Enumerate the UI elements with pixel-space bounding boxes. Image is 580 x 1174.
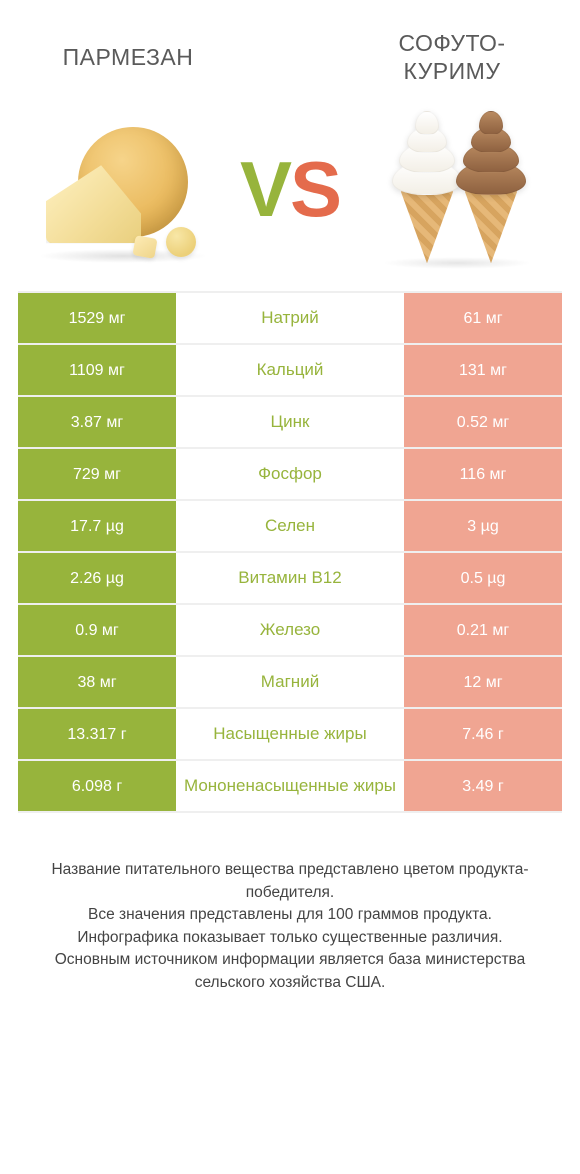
- left-value-cell: 729 мг: [18, 449, 176, 499]
- table-row: 6.098 гМононенасыщенные жиры3.49 г: [18, 761, 562, 813]
- table-row: 17.7 µgСелен3 µg: [18, 501, 562, 553]
- left-product-title: ПАРМЕЗАН: [28, 44, 228, 72]
- right-value-cell: 3.49 г: [404, 761, 562, 811]
- vs-label: VS: [240, 150, 340, 228]
- left-value-cell: 6.098 г: [18, 761, 176, 811]
- table-row: 0.9 мгЖелезо0.21 мг: [18, 605, 562, 657]
- infographic-page: ПАРМЕЗАН СОФУТО-КУРИМУ VS: [0, 0, 580, 1174]
- left-product-image: [28, 109, 218, 269]
- right-value-cell: 61 мг: [404, 293, 562, 343]
- vs-s: S: [290, 145, 340, 233]
- table-row: 1109 мгКальций131 мг: [18, 345, 562, 397]
- footer-line: Название питательного вещества представл…: [32, 859, 548, 904]
- nutrient-label: Натрий: [176, 293, 404, 343]
- table-row: 13.317 гНасыщенные жиры7.46 г: [18, 709, 562, 761]
- nutrient-label: Магний: [176, 657, 404, 707]
- footer-line: Все значения представлены для 100 граммо…: [32, 904, 548, 926]
- header-titles: ПАРМЕЗАН СОФУТО-КУРИМУ: [18, 20, 562, 99]
- footer-line: Инфографика показывает только существенн…: [32, 927, 548, 949]
- right-value-cell: 131 мг: [404, 345, 562, 395]
- table-row: 729 мгФосфор116 мг: [18, 449, 562, 501]
- nutrient-label: Кальций: [176, 345, 404, 395]
- right-value-cell: 7.46 г: [404, 709, 562, 759]
- left-value-cell: 1529 мг: [18, 293, 176, 343]
- nutrient-table: 1529 мгНатрий61 мг1109 мгКальций131 мг3.…: [18, 291, 562, 813]
- nutrient-label: Фосфор: [176, 449, 404, 499]
- footer-line: Основным источником информации является …: [32, 949, 548, 994]
- right-product-image: [362, 109, 552, 269]
- left-value-cell: 2.26 µg: [18, 553, 176, 603]
- table-row: 2.26 µgВитамин B120.5 µg: [18, 553, 562, 605]
- right-product-title: СОФУТО-КУРИМУ: [352, 30, 552, 85]
- right-value-cell: 12 мг: [404, 657, 562, 707]
- table-row: 38 мгМагний12 мг: [18, 657, 562, 709]
- left-value-cell: 1109 мг: [18, 345, 176, 395]
- cheese-icon: [38, 119, 208, 259]
- left-value-cell: 3.87 мг: [18, 397, 176, 447]
- table-row: 1529 мгНатрий61 мг: [18, 293, 562, 345]
- left-value-cell: 13.317 г: [18, 709, 176, 759]
- left-value-cell: 17.7 µg: [18, 501, 176, 551]
- table-row: 3.87 мгЦинк0.52 мг: [18, 397, 562, 449]
- icecream-icon: [372, 109, 542, 269]
- left-value-cell: 38 мг: [18, 657, 176, 707]
- right-value-cell: 0.21 мг: [404, 605, 562, 655]
- vs-v: V: [240, 145, 290, 233]
- left-value-cell: 0.9 мг: [18, 605, 176, 655]
- nutrient-label: Цинк: [176, 397, 404, 447]
- nutrient-label: Витамин B12: [176, 553, 404, 603]
- right-value-cell: 116 мг: [404, 449, 562, 499]
- nutrient-label: Мононенасыщенные жиры: [176, 761, 404, 811]
- right-value-cell: 3 µg: [404, 501, 562, 551]
- footer-notes: Название питательного вещества представл…: [18, 859, 562, 1014]
- nutrient-label: Насыщенные жиры: [176, 709, 404, 759]
- nutrient-label: Железо: [176, 605, 404, 655]
- nutrient-label: Селен: [176, 501, 404, 551]
- right-value-cell: 0.52 мг: [404, 397, 562, 447]
- right-value-cell: 0.5 µg: [404, 553, 562, 603]
- hero-row: VS: [18, 99, 562, 291]
